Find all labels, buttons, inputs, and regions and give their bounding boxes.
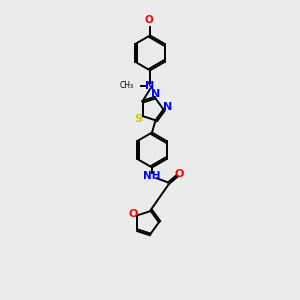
- Text: O: O: [128, 209, 138, 219]
- Text: CH₃: CH₃: [120, 81, 134, 90]
- Text: N: N: [146, 81, 154, 91]
- Text: N: N: [163, 102, 172, 112]
- Text: N: N: [151, 89, 160, 100]
- Text: O: O: [145, 15, 153, 25]
- Text: NH: NH: [143, 171, 161, 181]
- Text: S: S: [134, 113, 142, 124]
- Text: O: O: [174, 169, 183, 179]
